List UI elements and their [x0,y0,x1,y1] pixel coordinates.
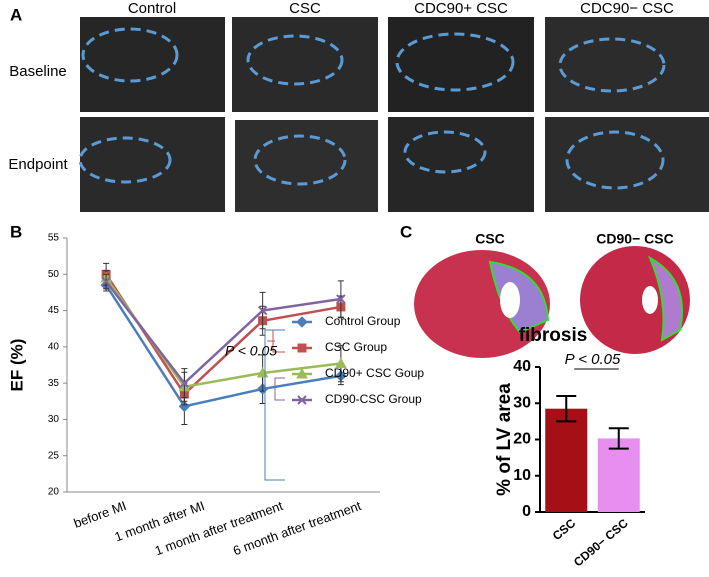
marker-shape [336,294,346,304]
lv-outline [565,130,665,190]
y-tick-label: 20 [513,431,531,448]
y-tick-label: 0 [522,503,531,520]
panel-label: A [10,5,22,24]
bar [597,438,640,512]
series-line [105,280,342,385]
point [178,400,191,413]
point [257,305,268,316]
legend-label: CD90+ CSC Goup [325,366,424,380]
marker-shape [297,395,307,405]
error-bar [556,395,577,423]
echo-image [545,117,709,212]
marker-shape [335,357,347,369]
bar [545,408,588,512]
series-line [105,277,342,389]
image-label: CSC [475,231,505,247]
marker-shape [178,400,191,413]
lv-outline [253,134,347,186]
legend-label: CD90-CSC Group [325,392,422,406]
lumen [642,286,658,314]
marker-shape [257,305,268,316]
point [179,378,190,388]
y-axis-label: % of LV area [494,383,515,496]
column-label: CDC90+ CSC [414,0,508,17]
legend-label: CSC Group [325,340,387,354]
error-bar [608,427,629,450]
lv-outline [558,37,666,93]
echo-image [80,117,225,212]
marker-shape [179,378,190,388]
y-tick-label: 40 [48,341,60,352]
y-tick-label: 45 [48,305,60,316]
legend-bracket [274,377,285,401]
annotation: P < 0.05 [225,343,277,359]
y-tick-label: 50 [48,269,60,280]
legend-label: Control Group [325,314,401,328]
legend-marker [292,367,312,379]
lv-outline [246,34,344,86]
echo-images [78,17,709,212]
point [336,294,346,304]
echo-image [232,17,378,112]
y-tick-label: 30 [48,414,60,425]
echo-image [545,17,709,112]
marker-shape [296,367,308,379]
point [101,276,111,287]
y-tick-label: 30 [513,394,531,411]
fibrosis-region [647,255,683,342]
marker-shape [297,343,307,353]
y-tick-label: 55 [48,233,60,244]
row-label: Baseline [9,63,67,80]
column-label: Control [128,0,176,17]
histology [414,246,690,358]
column-label: CSC [289,0,321,17]
legend-marker [292,395,312,405]
y-tick-label: 10 [513,467,531,484]
x-tick-label: 6 month after treatment [231,498,363,558]
lv-outline [403,130,487,174]
lv-outline [395,32,515,92]
x-tick-label: CD90− CSC [571,516,631,570]
annotation: P < 0.05 [565,351,621,368]
marker-shape [101,276,111,287]
y-tick-label: 25 [48,450,60,461]
row-label: Endpoint [8,156,68,173]
x-tick-label: CSC [550,516,579,543]
y-tick-label: 40 [513,358,531,375]
y-axis-label: EF (%) [7,339,26,392]
y-tick-label: 35 [48,378,60,389]
x-tick-label: 1 month after treatment [153,498,285,558]
y-tick-label: 20 [48,487,60,498]
lv-outline [81,27,179,83]
legend-marker [292,316,312,328]
lumen [500,282,520,318]
panel-label: C [400,222,412,241]
series-line [105,284,342,408]
legend-marker [292,343,312,353]
marker-shape [296,316,308,328]
chart-title: fibrosis [519,325,588,346]
legend-bracket [264,329,285,481]
column-label: CDC90− CSC [580,0,674,17]
point [335,357,347,369]
echo-image [388,117,534,212]
x-tick-label: before MI [72,498,129,531]
image-label: CD90− CSC [596,231,673,247]
echo-image [235,120,378,212]
lv-outline [78,136,172,184]
panel-label: B [10,222,22,241]
